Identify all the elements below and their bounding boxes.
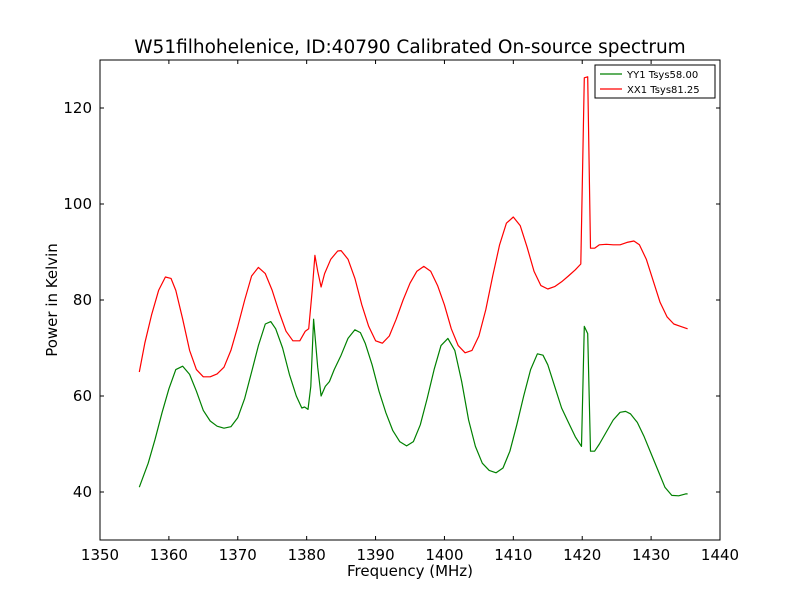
x-tick-label: 1440 [701, 546, 739, 564]
x-tick-label: 1420 [563, 546, 601, 564]
x-tick-label: 1390 [356, 546, 394, 564]
y-axis-label: Power in Kelvin [43, 243, 61, 357]
series-line-xx1 [138, 76, 688, 378]
legend-box [594, 64, 716, 99]
x-tick-label: 1430 [632, 546, 670, 564]
x-tick-label: 1360 [150, 546, 188, 564]
y-tick-label: 100 [63, 195, 92, 213]
series-line-yy1 [138, 318, 688, 497]
x-tick-label: 1380 [288, 546, 326, 564]
tick-layer: 1350 1360 1370 1380 1390 1400 1410 1420 1430 1440… [63, 60, 739, 564]
x-axis-label: Frequency (MHz) [347, 562, 473, 580]
legend-label-yy1: YY1 Tsys58.00 [626, 70, 698, 81]
y-tick-label: 120 [63, 99, 92, 117]
y-tick-label: 80 [73, 291, 92, 309]
series-layer [138, 76, 688, 497]
y-tick-label: 60 [73, 387, 92, 405]
y-tick-label: 40 [73, 483, 92, 501]
plot-area: 1350 1360 1370 1380 1390 1400 1410 1420 1430 1440… [63, 59, 739, 564]
x-tick-label: 1410 [494, 546, 532, 564]
x-tick-label: 1350 [81, 546, 119, 564]
x-tick-label: 1400 [425, 546, 463, 564]
x-tick-label: 1370 [219, 546, 257, 564]
legend: YY1 Tsys58.00 XX1 Tsys81.25 [594, 64, 716, 99]
legend-label-xx1: XX1 Tsys81.25 [627, 85, 700, 96]
chart-title: W51filhohelenice, ID:40790 Calibrated On… [134, 37, 685, 58]
